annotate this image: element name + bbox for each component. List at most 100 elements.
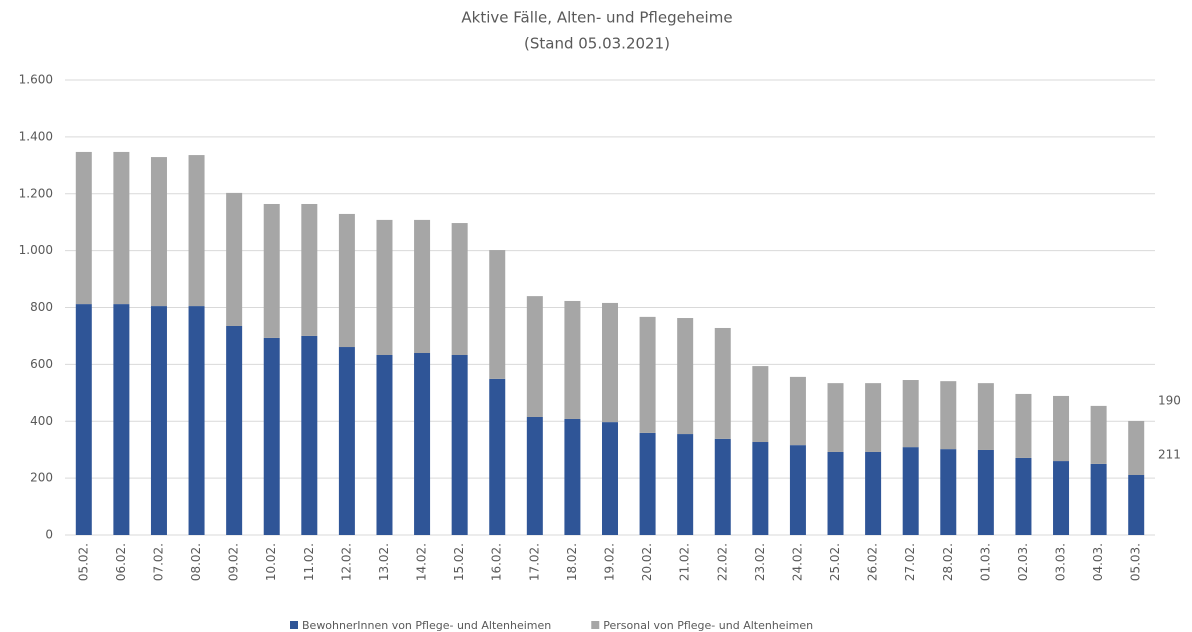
y-tick-label: 600 [30,357,53,371]
legend-label: BewohnerInnen von Pflege- und Altenheime… [302,619,551,632]
y-tick-label: 1.200 [19,186,53,200]
x-tick-label: 10.02. [264,543,278,581]
x-tick-label: 04.03. [1091,543,1105,581]
x-tick-label: 14.02. [415,543,429,581]
x-tick-label: 27.02. [903,543,917,581]
x-tick-label: 05.03. [1129,543,1143,581]
bar-segment [902,447,919,535]
y-tick-label: 800 [30,300,53,314]
bar-segment [414,219,431,353]
x-tick-label: 03.03. [1054,543,1068,581]
x-tick-label: 16.02. [490,543,504,581]
bar-segment [677,434,694,535]
x-tick-label: 13.02. [377,543,391,581]
bar-segment [75,151,92,305]
bar-segment [301,335,318,535]
chart-subtitle: (Stand 05.03.2021) [524,35,670,53]
bar-segment [714,438,731,535]
data-label: 190 [1158,393,1181,407]
bar-segment [188,155,205,307]
bar-segment [602,302,618,423]
bar-segment [827,451,844,535]
bar-segment [827,383,844,452]
bar-segment [75,304,92,535]
bar-segment [789,376,806,446]
bar-segment [338,347,355,535]
y-tick-label: 400 [30,414,53,428]
x-tick-label: 25.02. [828,543,842,581]
chart-title: Aktive Fälle, Alten- und Pflegeheime [461,9,732,27]
x-tick-label: 21.02. [678,543,692,581]
x-tick-label: 17.02. [527,543,541,581]
x-tick-label: 15.02. [452,543,466,581]
bar-segment [489,378,506,535]
bar-segment [376,354,393,535]
y-tick-label: 200 [30,471,53,485]
bar-segment [639,316,656,433]
bar-segment [301,203,318,336]
x-tick-label: 11.02. [302,543,316,581]
data-label: 211 [1158,447,1181,461]
bar-segment [940,381,957,450]
x-tick-label: 02.03. [1016,543,1030,581]
bar-segment [188,306,205,535]
bar-segment [113,304,130,535]
bar-segment [977,449,994,535]
bar-segment [1128,474,1145,535]
bar-segment [714,327,731,439]
bar-segment [263,337,280,535]
bar-segment [263,203,280,338]
bar-segment [1053,461,1070,535]
bar-segment [564,300,581,419]
bar-segment [940,449,957,535]
bar-segment [865,451,882,535]
x-tick-label: 01.03. [978,543,992,581]
bar-segment [789,445,806,535]
x-tick-label: 22.02. [715,543,729,581]
x-tick-label: 23.02. [753,543,767,581]
x-tick-label: 24.02. [790,543,804,581]
x-tick-label: 19.02. [603,543,617,581]
bar-segment [977,383,994,450]
legend-swatch [591,621,600,629]
bar-segment [564,418,581,535]
bar-segment [150,157,167,307]
bar-segment [1015,457,1032,535]
x-tick-label: 28.02. [941,543,955,581]
bar-segment [226,325,243,535]
bar-segment [677,318,694,435]
bar-segment [1053,395,1070,462]
bar-segment [752,366,769,443]
bar-segment [1090,463,1107,535]
bar-segment [1015,393,1032,458]
legend-swatch [290,621,298,629]
y-tick-label: 1.000 [19,243,53,257]
bar-segment [1128,420,1145,475]
legend-label: Personal von Pflege- und Altenheimen [603,619,813,632]
y-tick-label: 1.600 [19,73,53,87]
bar-segment [752,442,769,535]
bar-segment [414,353,431,535]
x-tick-label: 18.02. [565,543,579,581]
bar-segment [489,250,506,379]
x-tick-label: 05.02. [76,543,90,581]
bar-segment [150,306,167,535]
bar-segment [226,192,243,326]
y-tick-label: 0 [45,528,53,542]
bar-segment [451,354,468,535]
x-tick-label: 12.02. [339,543,353,581]
bar-segment [338,213,355,348]
bar-segment [639,432,656,535]
x-tick-label: 09.02. [227,543,241,581]
bar-segment [526,416,543,535]
bar-segment [902,380,919,448]
x-tick-label: 08.02. [189,543,203,581]
bar-segment [1090,405,1107,464]
x-tick-label: 07.02. [151,543,165,581]
bar-segment [865,383,882,452]
bar-segment [451,223,468,355]
bar-segment [376,219,393,355]
x-tick-label: 26.02. [866,543,880,581]
bar-segment [526,296,543,417]
